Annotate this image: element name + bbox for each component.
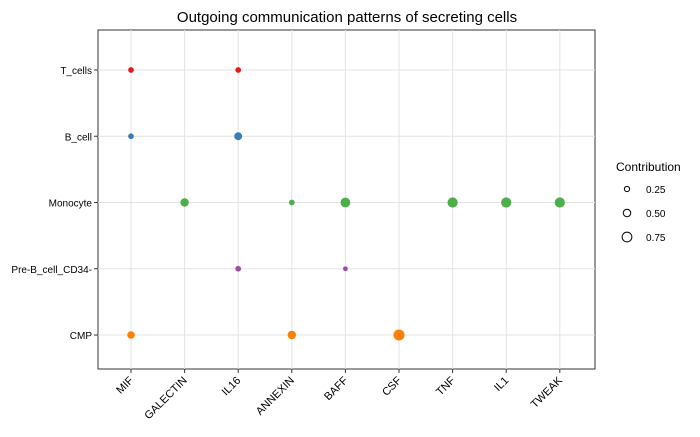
y-tick-label: CMP	[70, 331, 93, 342]
x-axis: MIF GALECTIN IL16 ANNEXIN BAFF CSF TNF IL1 TWEAK	[114, 369, 565, 422]
data-point	[180, 198, 189, 207]
legend-title: Contribution	[616, 160, 681, 174]
data-point	[393, 329, 405, 341]
data-point	[340, 197, 351, 208]
data-point	[343, 266, 348, 272]
data-point	[234, 132, 243, 141]
data-points	[127, 67, 565, 341]
grid-lines	[98, 30, 595, 369]
legend-label: 0.25	[646, 185, 666, 196]
legend-label: 0.50	[646, 209, 666, 220]
y-tick-label: Pre-B_cell_CD34-	[11, 265, 92, 276]
data-point	[501, 197, 512, 208]
data-point	[128, 67, 134, 73]
x-tick-label: GALECTIN	[142, 375, 189, 422]
data-point	[447, 197, 458, 208]
data-point	[128, 133, 134, 140]
legend-label: 0.75	[646, 233, 666, 244]
y-tick-label: T_cells	[60, 66, 92, 77]
x-tick-label: MIF	[114, 374, 136, 396]
data-point	[554, 197, 565, 208]
legend-key-circle	[623, 185, 631, 193]
x-tick-label: BAFF	[322, 374, 351, 403]
x-tick-label: CSF	[380, 374, 404, 398]
data-point	[235, 265, 242, 272]
x-tick-label: ANNEXIN	[254, 375, 297, 418]
x-tick-label: TWEAK	[529, 374, 566, 411]
data-point	[235, 67, 242, 73]
legend-key-circle	[621, 231, 633, 243]
data-point	[287, 330, 296, 340]
legend-key-circle	[622, 208, 632, 218]
y-tick-label: B_cell	[65, 132, 92, 143]
legend: Contribution 0.25 0.50 0.75	[616, 160, 681, 244]
y-axis: T_cells B_cell Monocyte Pre-B_cell_CD34- CMP	[11, 66, 98, 342]
chart-title: Outgoing communication patterns of secre…	[177, 9, 517, 26]
x-tick-label: TNF	[434, 374, 458, 398]
data-point	[288, 199, 295, 206]
x-tick-label: IL16	[220, 375, 244, 399]
y-tick-label: Monocyte	[49, 199, 93, 210]
x-tick-label: IL1	[492, 375, 511, 394]
data-point	[127, 331, 135, 339]
